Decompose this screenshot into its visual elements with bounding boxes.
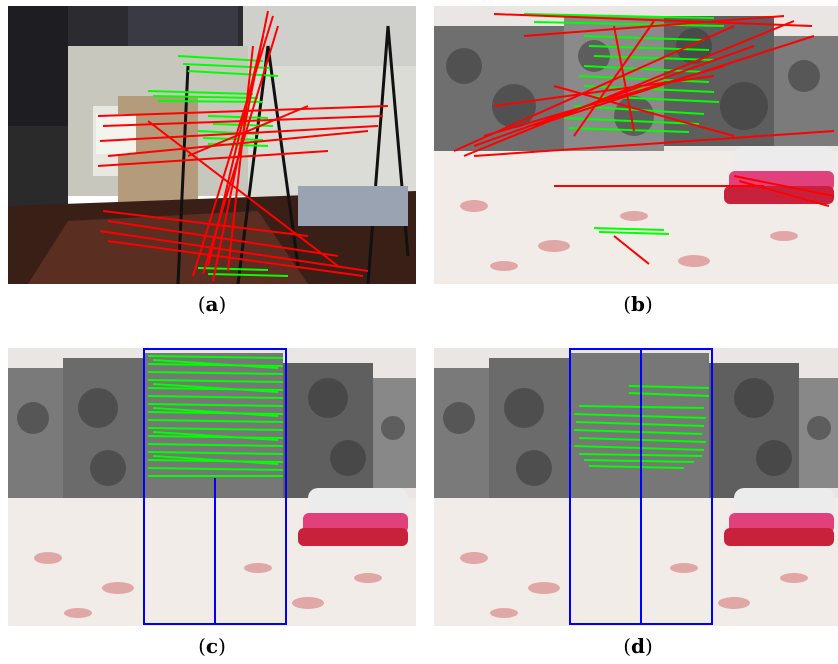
photo-d bbox=[434, 348, 838, 626]
panel-a: (a) bbox=[8, 6, 416, 316]
panel-c: (c) bbox=[8, 348, 416, 658]
photo-a bbox=[8, 6, 416, 284]
photo-c-scene bbox=[8, 348, 416, 626]
photo-b bbox=[434, 6, 838, 284]
photo-d-scene bbox=[434, 348, 838, 626]
photo-a-scene bbox=[8, 6, 416, 284]
photo-c bbox=[8, 348, 416, 626]
caption-b: (b) bbox=[623, 292, 653, 316]
panel-b: (b) bbox=[434, 6, 838, 316]
caption-a: (a) bbox=[197, 292, 227, 316]
caption-c: (c) bbox=[198, 634, 226, 658]
panel-d: (d) bbox=[434, 348, 838, 658]
photo-b-scene bbox=[434, 6, 838, 284]
caption-d: (d) bbox=[623, 634, 653, 658]
